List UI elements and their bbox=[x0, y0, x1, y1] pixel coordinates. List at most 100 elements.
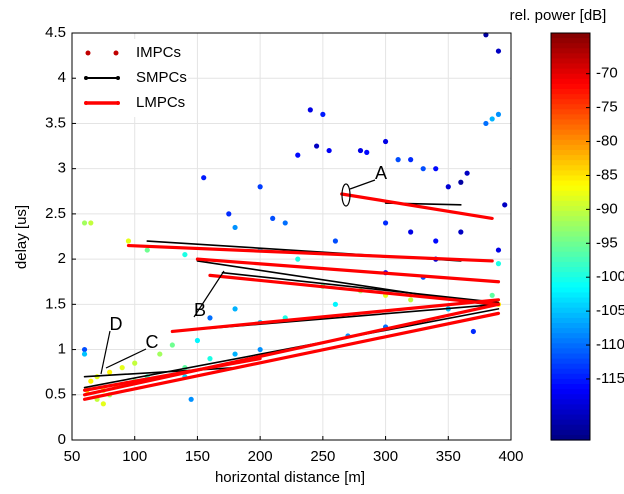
impc-point bbox=[232, 306, 238, 312]
impc-point bbox=[88, 378, 94, 384]
impc-point bbox=[188, 396, 194, 402]
colorbar-cell bbox=[551, 129, 590, 136]
annotation-ellipse bbox=[341, 183, 351, 207]
annotation-label: D bbox=[110, 314, 123, 334]
impc-point bbox=[470, 328, 476, 335]
colorbar-cell bbox=[551, 53, 590, 60]
impc-point bbox=[408, 229, 414, 235]
annotation-label: B bbox=[194, 300, 206, 320]
colorbar-cell bbox=[551, 160, 590, 166]
colorbar-cell bbox=[551, 343, 590, 350]
colorbar-cell bbox=[551, 348, 590, 355]
impc-point bbox=[257, 184, 263, 190]
colorbar-cell bbox=[551, 261, 590, 268]
impc-point bbox=[420, 166, 426, 172]
x-tick-label: 150 bbox=[185, 448, 210, 465]
colorbar-cell bbox=[551, 322, 590, 329]
mpc-line bbox=[82, 357, 262, 392]
impc-point bbox=[395, 157, 401, 163]
colorbar-cell bbox=[551, 328, 590, 334]
mpc-line bbox=[340, 192, 494, 221]
colorbar-cell bbox=[551, 33, 590, 39]
y-tick-label: 0.5 bbox=[45, 386, 66, 403]
impc-point bbox=[295, 152, 301, 158]
colorbar-cell bbox=[551, 312, 590, 319]
colorbar-cell bbox=[551, 190, 590, 197]
colorbar-cell bbox=[551, 104, 590, 110]
impc-point bbox=[464, 170, 470, 176]
colorbar-cell bbox=[551, 180, 590, 187]
impc-point bbox=[502, 202, 508, 208]
x-tick-label: 350 bbox=[436, 448, 461, 465]
impc-point bbox=[458, 229, 464, 235]
impc-point bbox=[408, 157, 414, 163]
colorbar-cell bbox=[551, 358, 590, 365]
annotation-arrow bbox=[105, 348, 147, 369]
x-tick-label: 100 bbox=[122, 448, 147, 465]
colorbar-cell bbox=[551, 378, 590, 385]
colorbar-cell bbox=[551, 353, 590, 360]
colorbar-cell bbox=[551, 48, 590, 54]
impc-point bbox=[100, 401, 106, 407]
mpc-line bbox=[208, 273, 501, 306]
colorbar-cell bbox=[551, 195, 590, 202]
colorbar-cell bbox=[551, 114, 590, 121]
plot-frame bbox=[71, 32, 512, 441]
colorbar-cell bbox=[551, 236, 590, 243]
colorbar-cell bbox=[551, 404, 590, 411]
impc-point bbox=[282, 220, 288, 226]
y-tick-label: 3.5 bbox=[45, 114, 66, 131]
colorbar-frame bbox=[550, 32, 591, 441]
colorbar-cell bbox=[551, 139, 590, 146]
colorbar-cell bbox=[551, 58, 590, 65]
colorbar-cell bbox=[551, 83, 590, 90]
legend: IMPCs SMPCs LMPCs bbox=[76, 39, 188, 117]
colorbar-cell bbox=[551, 78, 590, 85]
colorbar-cell bbox=[551, 419, 590, 426]
impc-point bbox=[382, 220, 389, 226]
colorbar-cell bbox=[551, 282, 590, 288]
colorbar-tick-label: -105 bbox=[596, 302, 624, 319]
impc-point bbox=[81, 220, 88, 226]
colorbar-cell bbox=[551, 384, 590, 390]
impc-point bbox=[226, 211, 232, 217]
colorbar-tick-label: -75 bbox=[596, 99, 618, 116]
x-tick-label: 250 bbox=[310, 448, 335, 465]
y-tick-label: 1.5 bbox=[45, 295, 66, 312]
colorbar-tick-label: -100 bbox=[596, 268, 624, 285]
impc-point bbox=[144, 247, 150, 253]
colorbar-cell bbox=[551, 165, 590, 171]
colorbar-cell bbox=[551, 302, 590, 309]
colorbar-cell bbox=[551, 363, 590, 370]
y-tick-label: 3 bbox=[58, 160, 66, 177]
mpc-line bbox=[221, 271, 500, 304]
colorbar-cell bbox=[551, 373, 590, 380]
impc-point bbox=[313, 143, 320, 149]
impc-point bbox=[257, 346, 263, 353]
impc-point bbox=[332, 301, 338, 307]
mpc-line bbox=[170, 298, 501, 334]
colorbar-cell bbox=[551, 134, 590, 141]
colorbar-cell bbox=[551, 175, 590, 182]
impc-point bbox=[320, 111, 326, 117]
y-tick-label: 0 bbox=[58, 431, 66, 448]
impc-point bbox=[495, 247, 502, 253]
colorbar-cell bbox=[551, 246, 590, 253]
colorbar-tick-label: -110 bbox=[596, 336, 624, 353]
colorbar-cell bbox=[551, 317, 590, 324]
colorbar-cell bbox=[551, 211, 590, 217]
mpc-line bbox=[82, 311, 501, 401]
colorbar-cell bbox=[551, 231, 590, 238]
x-tick-label: 300 bbox=[373, 448, 398, 465]
impc-point bbox=[483, 32, 489, 38]
colorbar-tick-label: -95 bbox=[596, 234, 618, 251]
legend-dot bbox=[116, 101, 120, 105]
annotation-label: A bbox=[375, 163, 387, 183]
impc-point bbox=[157, 351, 163, 357]
colorbar-tick-label: -85 bbox=[596, 166, 618, 183]
colorbar-cell bbox=[551, 155, 590, 161]
legend-dot bbox=[85, 50, 91, 56]
y-tick-label: 2.5 bbox=[45, 205, 66, 222]
impc-point bbox=[326, 147, 332, 154]
